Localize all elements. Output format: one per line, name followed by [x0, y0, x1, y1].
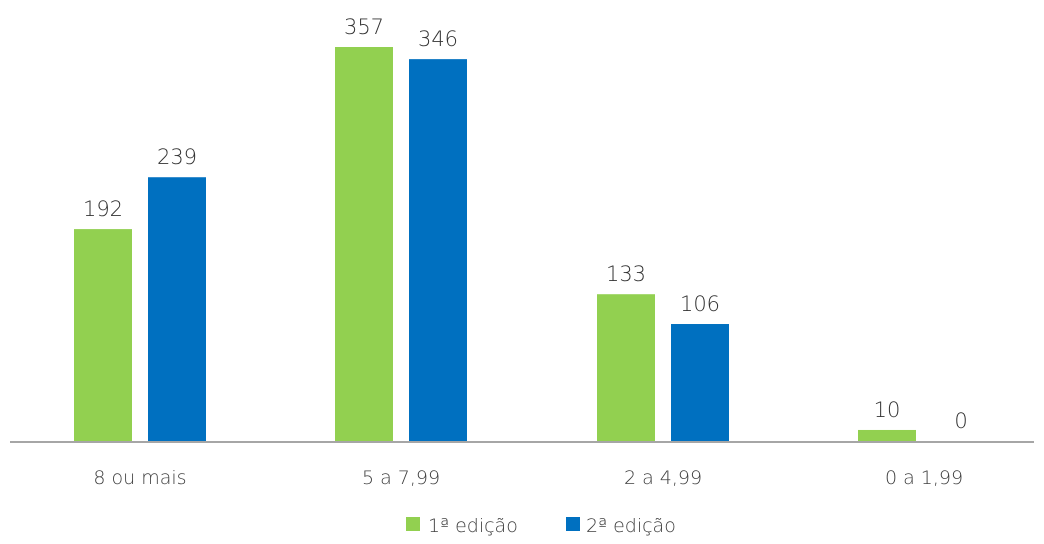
legend: 1ª edição 2ª edição: [406, 515, 676, 537]
bar-series1-3: [858, 429, 916, 441]
bars-layer: [74, 47, 916, 442]
value-label-series1-0: 192: [83, 197, 123, 221]
x-tick-label: 8 ou mais: [93, 467, 186, 489]
value-label-series1-2: 133: [606, 262, 646, 286]
legend-label-series1: 1ª edição: [428, 515, 518, 537]
legend-label-series2: 2ª edição: [586, 515, 676, 537]
value-label-series1-3: 10: [874, 398, 901, 422]
legend-swatch-series1: [406, 517, 420, 531]
x-tick-label: 5 a 7,99: [362, 467, 440, 489]
value-label-series2-2: 106: [680, 292, 720, 316]
x-tick-label: 0 a 1,99: [885, 467, 963, 489]
value-label-series1-1: 357: [344, 15, 384, 39]
legend-swatch-series2: [566, 517, 580, 531]
bar-series1-2: [597, 294, 655, 441]
x-tick-label: 2 a 4,99: [624, 467, 702, 489]
value-label-series2-3: 0: [954, 409, 967, 433]
bar-series1-0: [74, 229, 132, 441]
bar-series2-0: [148, 177, 206, 442]
bar-series1-1: [335, 47, 393, 441]
value-label-series2-0: 239: [157, 145, 197, 169]
value-labels-layer: 192 239 357 346 133 106 10 0: [83, 15, 968, 433]
bar-series2-2: [671, 324, 729, 441]
x-tick-labels-layer: 8 ou mais 5 a 7,99 2 a 4,99 0 a 1,99: [93, 467, 963, 489]
value-label-series2-1: 346: [418, 27, 458, 51]
bar-series2-1: [409, 59, 467, 442]
